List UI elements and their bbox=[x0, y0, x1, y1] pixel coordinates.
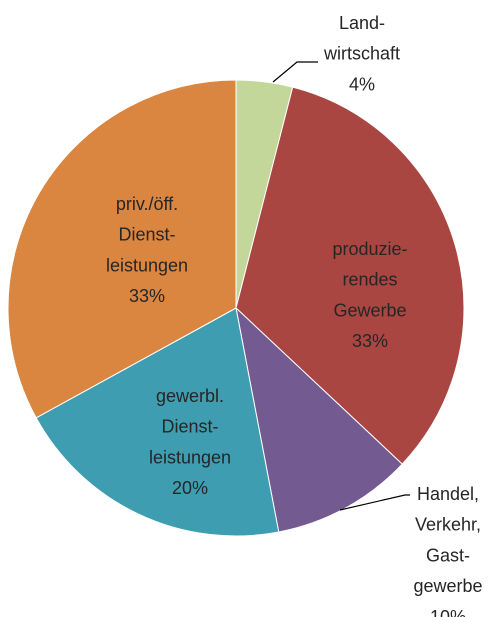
label-line: Land- bbox=[339, 13, 385, 33]
leader-line bbox=[339, 494, 410, 511]
slice-label: priv./öff. Dienst-leistungen 33% bbox=[106, 194, 188, 306]
slice-label: Handel, Verkehr, Gast-gewerbe 10% bbox=[413, 484, 482, 617]
label-line: gewerbl. bbox=[156, 386, 224, 406]
pie-slice bbox=[7, 79, 237, 419]
label-line: Handel, bbox=[417, 484, 479, 504]
pie-slice bbox=[35, 307, 280, 537]
label-line: leistungen bbox=[149, 447, 231, 467]
value-label: 33% bbox=[352, 331, 388, 351]
label-line: priv./öff. bbox=[116, 194, 178, 214]
value-label: 33% bbox=[129, 286, 165, 306]
label-line: produzie- bbox=[332, 239, 407, 259]
slice-label: Land-wirtschaft 4% bbox=[323, 13, 400, 94]
label-line: rendes bbox=[342, 269, 397, 289]
slice-label: produzie-rendes Gewerbe 33% bbox=[332, 239, 407, 351]
label-line: Gewerbe bbox=[333, 300, 406, 320]
label-line: leistungen bbox=[106, 255, 188, 275]
label-line: Verkehr, bbox=[415, 514, 481, 534]
label-line: gewerbe bbox=[413, 576, 482, 596]
value-label: 20% bbox=[172, 478, 208, 498]
label-line: Dienst- bbox=[161, 416, 218, 436]
label-line: Dienst- bbox=[118, 224, 175, 244]
slice-label: gewerbl. Dienst-leistungen 20% bbox=[149, 386, 231, 498]
pie-slice bbox=[235, 86, 465, 465]
label-line: wirtschaft bbox=[323, 43, 400, 63]
leader-line bbox=[272, 61, 318, 83]
label-line: Gast- bbox=[426, 545, 470, 565]
value-label: 4% bbox=[349, 74, 375, 94]
pie-slice bbox=[235, 306, 403, 533]
value-label: 10% bbox=[430, 607, 466, 617]
